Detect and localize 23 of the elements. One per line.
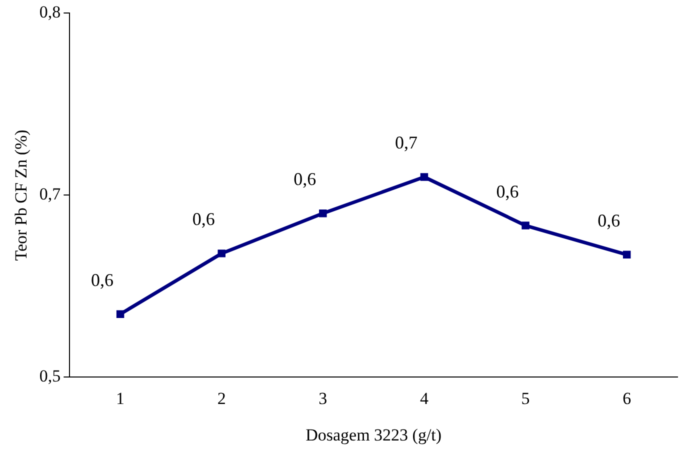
y-tick-label: 0,5 [39, 366, 61, 386]
data-label: 0,6 [294, 169, 316, 190]
y-tick-label: 0,8 [39, 2, 61, 22]
point [319, 210, 327, 218]
point [622, 250, 631, 259]
point [116, 310, 124, 318]
x-tick-label: 4 [420, 388, 429, 408]
x-tick-label: 5 [521, 388, 530, 408]
point [218, 250, 226, 258]
y-tick-label: 0,7 [39, 184, 62, 204]
data-label: 0,6 [91, 270, 114, 290]
x-tick-label: 6 [622, 388, 632, 408]
x-tick-label: 2 [217, 388, 226, 408]
data-label: 0,7 [394, 132, 418, 153]
x-tick-label: 3 [318, 388, 328, 408]
x-tick-label: 1 [116, 388, 125, 408]
y-axis-title: Teor Pb CF Zn (%) [12, 130, 31, 261]
point [420, 173, 428, 181]
x-axis-title: Dosagem 3223 (g/t) [306, 425, 442, 444]
data-label: 0,6 [496, 181, 519, 202]
data-label: 0,6 [598, 210, 620, 230]
data-label: 0,6 [192, 209, 215, 230]
point [522, 222, 530, 230]
